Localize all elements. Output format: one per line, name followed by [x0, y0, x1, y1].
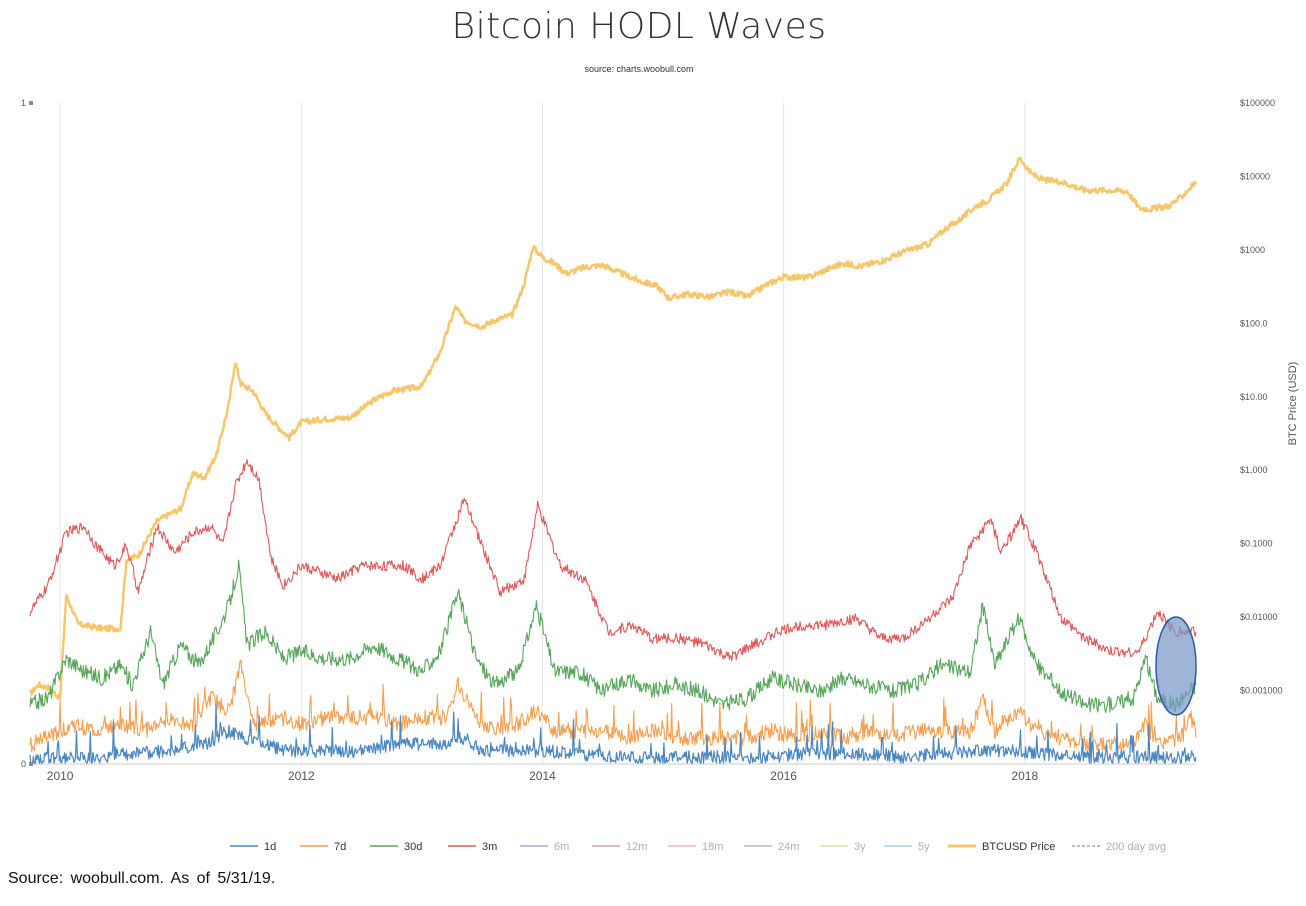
axis-layer: 2010 2012 2014 2016 2018 0 1 $0.001000 $0.01000 $…	[21, 98, 1299, 783]
legend-label: 7d	[334, 841, 346, 853]
y-left-tick-label: 0	[21, 759, 26, 769]
series-line-30d	[29, 559, 1197, 713]
y-right-axis-label: BTC Price (USD)	[1287, 362, 1299, 446]
legend-label: 18m	[702, 841, 723, 853]
legend-item: 5y	[884, 841, 930, 853]
legend: 1d 7d 30d 3m 6m 12m 18m 24m 3y 5y BTCUSD Price 200 …	[230, 841, 1166, 853]
legend-item: 3m	[448, 841, 497, 853]
legend-label: 6m	[554, 841, 569, 853]
legend-label: 3m	[482, 841, 497, 853]
x-tick-label: 2014	[529, 769, 556, 783]
legend-label: 5y	[918, 841, 930, 853]
legend-label: 12m	[626, 841, 647, 853]
y-left-tick-mark	[29, 101, 33, 105]
series-line-3m	[29, 459, 1197, 661]
y-left-tick-label: 1	[21, 98, 26, 108]
legend-item: 3y	[820, 841, 866, 853]
y-right-tick-label: $10000	[1240, 171, 1270, 181]
y-right-tick-label: $0.1000	[1240, 539, 1273, 549]
legend-item: 1d	[230, 841, 276, 853]
legend-label: 1d	[264, 841, 276, 853]
legend-label: BTCUSD Price	[982, 841, 1055, 853]
chart-subtitle: source: charts.woobull.com	[584, 64, 694, 74]
x-tick-label: 2016	[770, 769, 797, 783]
legend-item: 30d	[370, 841, 422, 853]
legend-label: 30d	[404, 841, 422, 853]
legend-item: 24m	[744, 841, 799, 853]
series-line-1d	[29, 704, 1197, 765]
legend-item: 18m	[668, 841, 723, 853]
legend-item: 12m	[592, 841, 647, 853]
highlight-ellipse	[1155, 616, 1197, 716]
y-right-tick-label: $1000	[1240, 245, 1265, 255]
grid-layer	[59, 103, 1026, 764]
x-tick-label: 2010	[47, 769, 74, 783]
y-right-tick-label: $0.01000	[1240, 612, 1278, 622]
source-note: Source: woobull.com. As of 5/31/19.	[8, 870, 276, 887]
y-right-tick-label: $100000	[1240, 98, 1275, 108]
y-right-tick-label: $10.00	[1240, 392, 1268, 402]
legend-item: 200 day avg	[1072, 841, 1166, 853]
legend-label: 3y	[854, 841, 866, 853]
series-line-7d	[29, 659, 1197, 753]
x-tick-label: 2012	[288, 769, 315, 783]
chart-title: Bitcoin HODL Waves	[451, 6, 827, 47]
x-tick-label: 2018	[1011, 769, 1038, 783]
legend-label: 200 day avg	[1106, 841, 1166, 853]
y-right-tick-label: $100.0	[1240, 318, 1268, 328]
y-right-tick-label: $1.000	[1240, 465, 1268, 475]
y-left-tick-mark	[29, 762, 33, 766]
y-right-tick-label: $0.001000	[1240, 686, 1283, 696]
legend-item: 6m	[520, 841, 569, 853]
series-layer	[29, 156, 1198, 765]
legend-label: 24m	[778, 841, 799, 853]
legend-item: BTCUSD Price	[948, 841, 1055, 853]
series-line-btcusd-price	[29, 156, 1198, 701]
legend-item: 7d	[300, 841, 346, 853]
